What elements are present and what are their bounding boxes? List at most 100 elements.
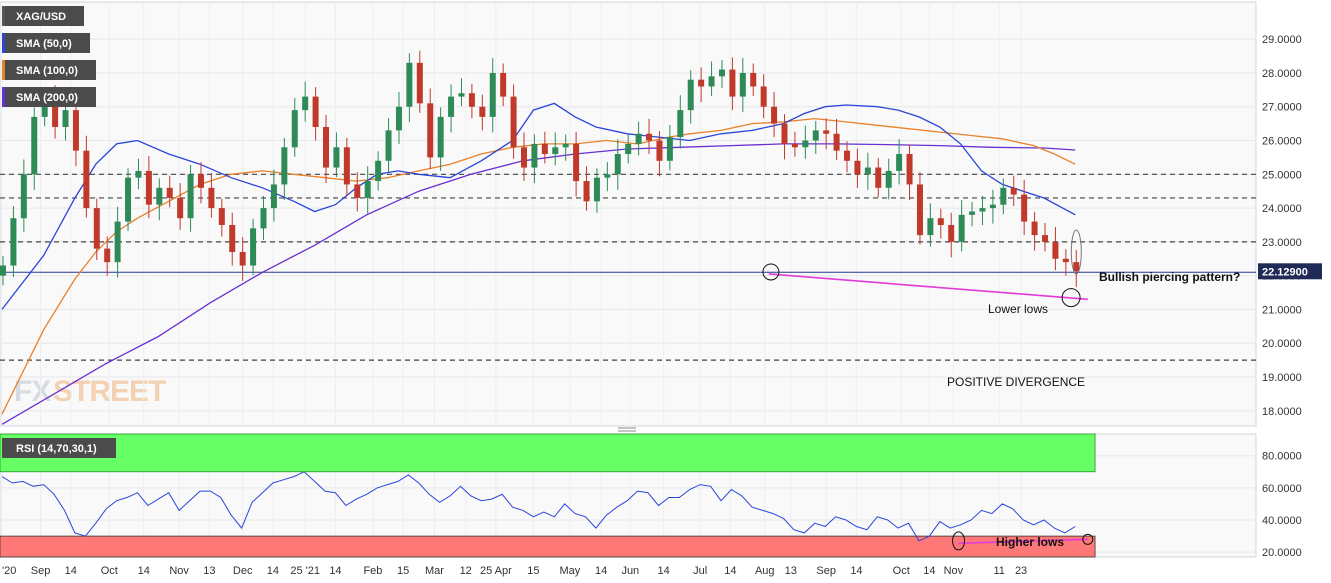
candle-body: [260, 208, 267, 229]
main-ytick-label: 24.0000: [1262, 203, 1302, 215]
candle-body: [854, 160, 861, 175]
x-tick-label: Oct: [893, 565, 910, 577]
x-tick-label: '20: [2, 565, 16, 577]
candle-body: [114, 221, 121, 263]
candle-body: [1052, 241, 1059, 259]
x-tick-label: Nov: [944, 565, 964, 577]
candle-body: [62, 110, 69, 128]
legend-item-bg: [2, 6, 84, 26]
piercing-pattern-ellipse: [1070, 229, 1082, 275]
candle-body: [510, 96, 517, 148]
x-tick-label: Nov: [169, 565, 189, 577]
legend-item-bg: [2, 33, 90, 53]
x-tick-label: 14: [329, 565, 341, 577]
last-price-label: 22.12900: [1262, 266, 1308, 278]
candle-body: [791, 143, 798, 148]
candle-body: [1073, 262, 1080, 272]
candle-body: [354, 184, 361, 198]
candle-body: [552, 147, 559, 155]
candle-body: [10, 218, 17, 266]
candle-body: [72, 110, 79, 151]
lower-low-circle-2: [1061, 288, 1081, 308]
rsi-ytick-label: 40.0000: [1262, 515, 1302, 527]
candle-body: [31, 116, 38, 175]
x-tick-label: 14: [850, 565, 862, 577]
candle-body: [583, 181, 590, 202]
candle-body: [562, 143, 569, 148]
candle-body: [864, 167, 871, 175]
candle-body: [1021, 194, 1028, 222]
candle-body: [343, 147, 350, 185]
candle-body: [312, 96, 319, 128]
x-tick-label: Sep: [816, 565, 836, 577]
x-tick-label: 11: [993, 565, 1004, 577]
main-ytick-label: 18.0000: [1262, 406, 1302, 418]
candle-body: [239, 252, 246, 266]
candle-body: [1031, 221, 1038, 236]
candle-body: [208, 187, 215, 209]
candle-body: [875, 167, 882, 188]
candle-body: [323, 127, 330, 168]
candle-body: [93, 208, 100, 249]
candle-body: [739, 72, 746, 97]
main-ytick-label: 23.0000: [1262, 237, 1302, 249]
candle-body: [333, 147, 340, 168]
x-tick-label: 13: [785, 565, 797, 577]
annotation-higher-lows: Higher lows: [996, 535, 1064, 549]
candle-body: [406, 62, 413, 107]
candle-body: [291, 110, 298, 148]
candle-body: [41, 99, 48, 117]
candle-body: [104, 248, 111, 263]
candle-body: [989, 204, 996, 209]
x-tick-label: Aug: [755, 565, 775, 577]
candle-body: [593, 177, 600, 202]
legend-item-label: SMA (50,0): [16, 38, 72, 50]
main-ytick-label: 29.0000: [1262, 34, 1302, 46]
candle-body: [729, 69, 736, 97]
candle-body: [844, 150, 851, 161]
logo-street: STREET: [53, 375, 166, 408]
candle-body: [698, 79, 705, 87]
x-tick-label: Dec: [233, 565, 253, 577]
rsi-legend-label: RSI (14,70,30,1): [16, 443, 97, 455]
candle-body: [52, 99, 59, 128]
candle-body: [948, 224, 955, 242]
rsi-line: [1, 471, 1076, 542]
x-tick-label: 25 Apr: [480, 565, 512, 577]
candle-body: [802, 140, 809, 148]
candle-body: [218, 208, 225, 225]
candle-body: [937, 218, 944, 225]
candle-body: [885, 170, 892, 188]
last-price-tag: [1258, 263, 1322, 280]
logo: FX STREET: [14, 375, 167, 408]
candle-body: [781, 123, 788, 144]
candle-body: [145, 170, 152, 205]
legend-item-bg: [2, 87, 96, 107]
annotation-bullish: Bullish piercing pattern?: [1099, 270, 1240, 284]
x-tick-label: 14: [923, 565, 935, 577]
candle-body: [979, 208, 986, 212]
candle-body: [1042, 235, 1048, 242]
main-ytick-label: 28.0000: [1262, 68, 1302, 80]
sma50-line: [1, 102, 1076, 310]
candle-body: [364, 181, 371, 198]
candle-body: [135, 170, 142, 178]
main-ytick-label: 27.0000: [1262, 102, 1302, 114]
candle-body: [531, 143, 538, 168]
main-ytick-label: 19.0000: [1262, 372, 1302, 384]
rsi-higher-lows-trendline: [958, 538, 1088, 545]
candle-body: [177, 197, 184, 219]
candles-group: [0, 50, 1080, 287]
annotation-positive-divergence: POSITIVE DIVERGENCE: [947, 375, 1085, 389]
legend-item-swatch: [2, 60, 5, 80]
candle-body: [83, 150, 90, 209]
x-tick-label: 14: [267, 565, 279, 577]
x-tick-label: Jun: [621, 565, 639, 577]
rsi-oversold-zone: [0, 535, 1096, 558]
main-ytick-label: 26.0000: [1262, 136, 1302, 148]
candle-body: [489, 72, 496, 117]
price-lower-lows-trendline: [768, 273, 1088, 301]
candle-body: [541, 143, 548, 155]
candle-body: [521, 147, 527, 168]
candle-body: [718, 69, 725, 77]
